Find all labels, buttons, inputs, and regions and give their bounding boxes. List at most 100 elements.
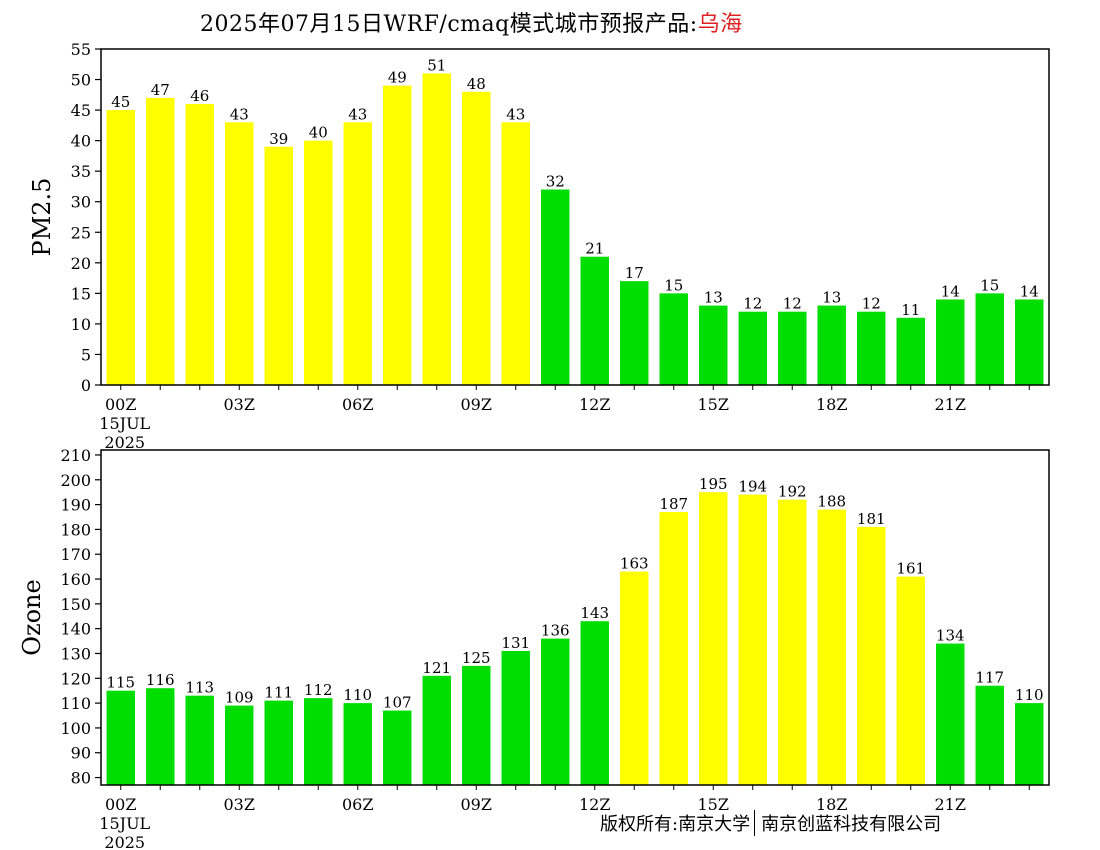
bar <box>699 305 728 385</box>
bar-value-label: 115 <box>106 674 135 692</box>
x-tick-label: 03Z <box>224 795 255 814</box>
bar-value-label: 121 <box>422 659 451 677</box>
bar <box>857 311 886 385</box>
y-tick-label: 160 <box>60 570 91 589</box>
x-tick-label: 03Z <box>224 395 255 414</box>
bar-value-label: 112 <box>304 681 333 699</box>
bar <box>778 311 807 385</box>
x-tick-label: 00Z <box>105 395 136 414</box>
chart-title: 2025年07月15日WRF/cmaq模式城市预报产品:乌海 <box>0 4 1100 38</box>
bar-value-label: 110 <box>1015 686 1044 704</box>
bar <box>106 110 135 385</box>
bar-value-label: 49 <box>388 69 407 87</box>
y-tick-label: 150 <box>60 595 91 614</box>
bar <box>936 643 965 785</box>
x-tick-label: 06Z <box>342 395 373 414</box>
y-tick-label: 25 <box>71 223 91 242</box>
bar-value-label: 195 <box>699 475 728 493</box>
copyright-footer: 版权所有:南京大学 南京创蓝科技有限公司 <box>600 810 941 836</box>
title-prefix: 2025年07月15日WRF/cmaq模式城市预报产品: <box>200 12 698 37</box>
bar-value-label: 12 <box>743 295 762 313</box>
y-axis-title: PM2.5 <box>28 178 56 257</box>
x-tick-label: 2025 <box>104 433 145 452</box>
bar-value-label: 194 <box>738 478 767 496</box>
bar <box>659 293 688 385</box>
bar <box>699 492 728 785</box>
bar <box>343 703 372 785</box>
bar-value-label: 12 <box>862 295 881 313</box>
y-tick-label: 50 <box>71 71 91 90</box>
bar-value-label: 134 <box>936 627 965 645</box>
bar <box>1015 703 1044 785</box>
bar-value-label: 48 <box>467 75 486 93</box>
bar <box>817 305 846 385</box>
bar <box>422 675 451 785</box>
bar-value-label: 32 <box>546 173 565 191</box>
y-tick-label: 80 <box>71 769 91 788</box>
x-tick-label: 12Z <box>579 395 610 414</box>
x-tick-label: 18Z <box>816 395 847 414</box>
bar <box>462 91 491 385</box>
title-city: 乌海 <box>697 12 743 37</box>
bar-value-label: 12 <box>783 295 802 313</box>
x-tick-label: 21Z <box>935 795 966 814</box>
bar-value-label: 15 <box>664 276 683 294</box>
y-tick-label: 20 <box>71 254 91 273</box>
bar-value-label: 131 <box>501 634 530 652</box>
bar <box>778 499 807 785</box>
bar <box>541 189 570 385</box>
bar <box>620 281 649 385</box>
bar-value-label: 113 <box>185 679 214 697</box>
bar-value-label: 188 <box>817 493 846 511</box>
bar <box>185 695 214 785</box>
bar <box>462 665 491 785</box>
plot-frame <box>100 48 1050 386</box>
x-tick-label: 18Z <box>816 795 847 814</box>
x-tick-label: 06Z <box>342 795 373 814</box>
bar-value-label: 39 <box>269 130 288 148</box>
bar-value-label: 109 <box>225 689 254 707</box>
bar-value-label: 116 <box>146 671 175 689</box>
bar-value-label: 47 <box>151 81 170 99</box>
x-tick-label: 15JUL <box>99 414 150 433</box>
x-tick-label: 09Z <box>461 795 492 814</box>
x-tick-label: 21Z <box>935 395 966 414</box>
y-tick-label: 110 <box>60 694 91 713</box>
y-tick-label: 210 <box>60 446 91 465</box>
bar <box>225 122 254 385</box>
bar <box>501 651 530 785</box>
y-tick-label: 5 <box>81 345 91 364</box>
y-tick-label: 40 <box>71 132 91 151</box>
y-tick-label: 30 <box>71 193 91 212</box>
bar-value-label: 110 <box>343 686 372 704</box>
bar-value-label: 13 <box>822 289 841 307</box>
plot-frame <box>100 449 1050 786</box>
bar <box>580 621 609 785</box>
bar-value-label: 14 <box>941 282 960 300</box>
x-tick-label: 09Z <box>461 395 492 414</box>
bar <box>857 526 886 785</box>
bar <box>896 317 925 385</box>
bar-value-label: 21 <box>585 240 604 258</box>
bar <box>738 494 767 785</box>
bar <box>975 685 1004 785</box>
bar-value-label: 43 <box>348 105 367 123</box>
bar <box>106 690 135 785</box>
bar <box>304 698 333 785</box>
bar <box>383 85 412 386</box>
bar <box>896 576 925 785</box>
bar-value-label: 46 <box>190 87 209 105</box>
x-tick-label: 15Z <box>698 795 729 814</box>
bar <box>817 509 846 785</box>
bar <box>1015 299 1044 385</box>
bar-value-label: 13 <box>704 289 723 307</box>
bar-value-label: 187 <box>659 495 688 513</box>
bar-value-label: 11 <box>901 301 920 319</box>
pm25-panel: 45 47 46 43 39 40 43 49 51 48 43 32 21 17 15 13 12 12 13 12… <box>28 40 1050 452</box>
bar <box>541 638 570 785</box>
y-tick-label: 170 <box>60 545 91 564</box>
bar <box>146 688 175 785</box>
bar <box>304 140 333 385</box>
x-tick-label: 2025 <box>104 833 145 850</box>
y-axis-title: Ozone <box>18 579 46 655</box>
